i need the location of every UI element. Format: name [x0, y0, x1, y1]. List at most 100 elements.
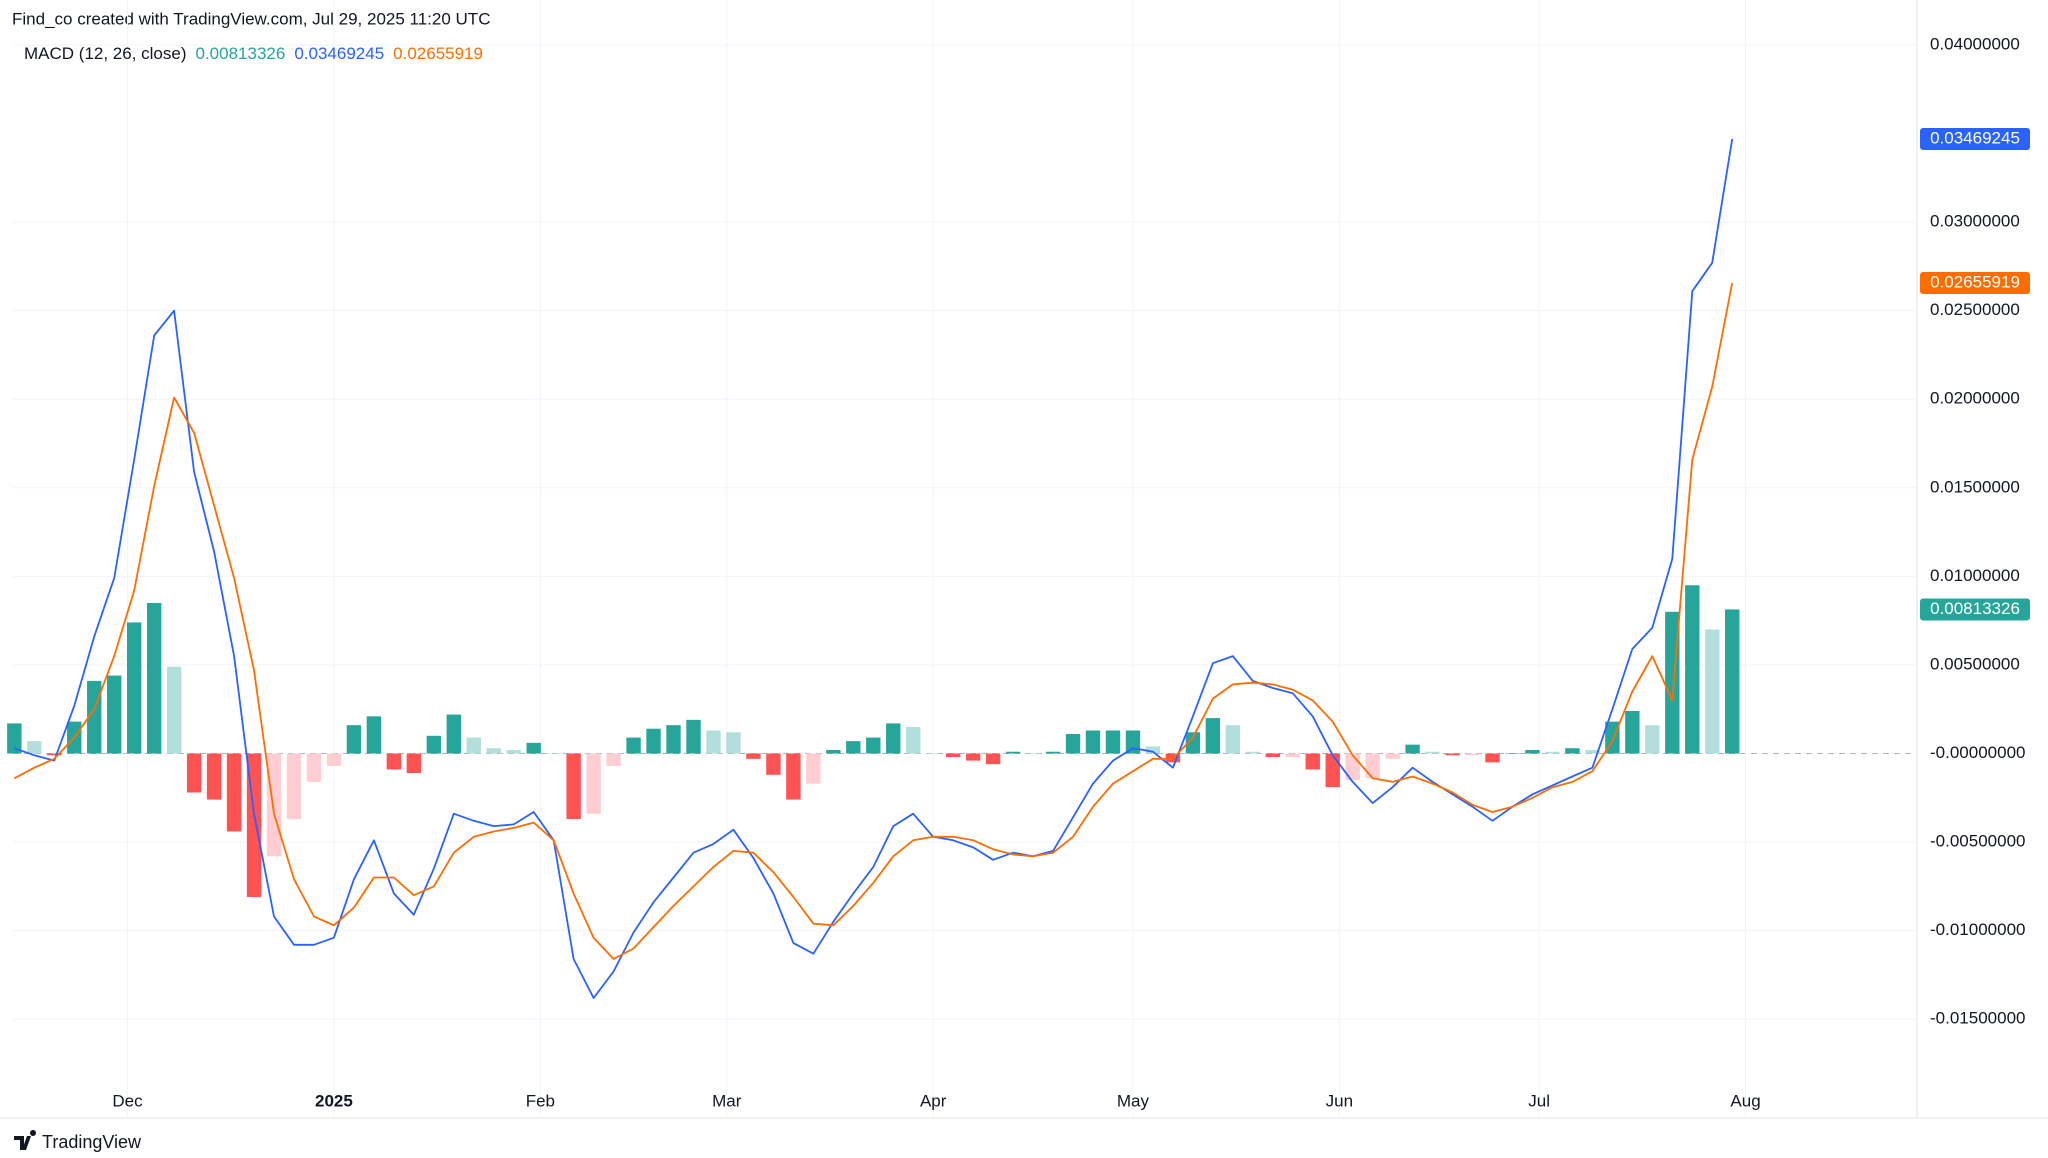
- y-tick-label: 0.02500000: [1930, 300, 2020, 319]
- axes: 0.04000000 0.03000000 0.02500000 0.02000000…: [112, 34, 2030, 1110]
- last-value-badge: [1920, 272, 2030, 295]
- histogram-bar: [646, 728, 661, 754]
- histogram-bar: [306, 753, 322, 782]
- histogram-bar: [266, 753, 282, 857]
- x-tick-label: Apr: [920, 1091, 947, 1110]
- histogram-bar: [1105, 730, 1121, 754]
- histogram-bar: [846, 741, 861, 754]
- histogram-bar: [47, 753, 62, 756]
- histogram-bar: [926, 753, 941, 755]
- histogram-bar: [1445, 753, 1460, 756]
- histogram-bar: [1685, 585, 1700, 754]
- histogram-bar: [1085, 730, 1101, 754]
- histogram-bar: [107, 675, 122, 754]
- histogram-bar: [1525, 749, 1540, 754]
- histogram-bar: [346, 725, 362, 754]
- histogram-bar: [1305, 753, 1320, 770]
- histogram-bar: [1005, 751, 1021, 754]
- histogram-bar: [446, 714, 461, 754]
- legend-value: 0.02655919: [393, 44, 483, 63]
- x-tick-label: Mar: [712, 1091, 742, 1110]
- indicator-legend: MACD (12, 26, close) 0.00813326 0.03469245…: [24, 44, 483, 63]
- histogram-bar: [746, 753, 761, 759]
- histogram-bar: [526, 742, 541, 754]
- y-tick-label: -0.01500000: [1930, 1009, 2025, 1028]
- brand-logo: TradingView: [14, 1130, 142, 1152]
- grid: [13, 0, 1916, 1118]
- logo-icon: [14, 1130, 37, 1150]
- x-tick-label: Aug: [1730, 1091, 1760, 1110]
- histogram-bar: [1425, 751, 1440, 754]
- histogram-bar: [626, 737, 641, 754]
- histogram-bar: [1325, 753, 1340, 788]
- last-value-label: 0.00813326: [1930, 599, 2020, 618]
- y-tick-label: 0.00500000: [1930, 654, 2020, 673]
- histogram-bar: [506, 749, 521, 754]
- y-tick-label: -0.00500000: [1930, 832, 2025, 851]
- x-tick-label: May: [1117, 1091, 1150, 1110]
- histogram-bar: [586, 753, 601, 814]
- histogram-bar: [1205, 718, 1221, 754]
- brand-name: TradingView: [42, 1132, 142, 1152]
- x-tick-label: 2025: [315, 1091, 353, 1110]
- histogram-bar: [1145, 746, 1161, 754]
- indicator-title: MACD (12, 26, close): [24, 44, 187, 63]
- histogram-bar: [1585, 749, 1600, 754]
- y-tick-label: 0.02000000: [1930, 389, 2020, 408]
- histogram-bar: [426, 735, 442, 754]
- histogram-bar: [866, 737, 881, 754]
- histogram-bar: [985, 753, 1001, 765]
- legend-value: 0.00813326: [196, 44, 286, 63]
- histogram-bar: [1065, 734, 1081, 754]
- histogram-bar: [666, 725, 681, 754]
- histogram-bar: [1405, 744, 1420, 754]
- legend-value: 0.03469245: [294, 44, 384, 63]
- histogram-bar: [486, 748, 501, 754]
- histogram-bar: [226, 753, 242, 832]
- y-tick-label: 0.01500000: [1930, 477, 2020, 496]
- histogram-bar: [146, 602, 162, 754]
- x-tick-label: Feb: [526, 1091, 555, 1110]
- histogram-bar: [366, 716, 382, 754]
- histogram-bar: [27, 741, 42, 754]
- histogram-bar: [965, 753, 981, 761]
- histogram-bar: [7, 723, 22, 754]
- last-value-label: 0.02655919: [1930, 273, 2020, 292]
- last-value-badge: [1920, 598, 2030, 621]
- last-value-label: 0.03469245: [1930, 128, 2020, 147]
- histogram-bar: [1225, 725, 1241, 754]
- histogram-bar: [826, 749, 841, 754]
- histogram-bar: [945, 753, 961, 758]
- histogram-bar: [1045, 751, 1061, 754]
- histogram-bar: [1245, 751, 1261, 754]
- histogram-bar: [606, 753, 621, 766]
- histogram-bar: [326, 753, 342, 766]
- histogram-bar: [686, 719, 701, 754]
- x-tick-label: Jul: [1528, 1091, 1550, 1110]
- histogram-bar: [1545, 751, 1560, 754]
- histogram-bar: [1625, 711, 1640, 754]
- y-tick-label: 0.03000000: [1930, 212, 2020, 231]
- histogram-bar: [1125, 730, 1141, 754]
- y-tick-label: 0.01000000: [1930, 566, 2020, 585]
- x-tick-label: Jun: [1326, 1091, 1353, 1110]
- y-tick-label: -0.00000000: [1930, 743, 2025, 762]
- histogram-bar: [1285, 753, 1300, 758]
- histogram-bar: [1485, 753, 1500, 763]
- last-value-badge: [1920, 127, 2030, 150]
- lines: [13, 138, 1734, 999]
- x-tick-label: Dec: [112, 1091, 143, 1110]
- histogram-bar: [1025, 753, 1041, 755]
- macd-line: [13, 282, 1734, 960]
- histogram-bar: [406, 753, 422, 773]
- histogram-bar: [1505, 753, 1520, 755]
- histogram-bar: [386, 753, 402, 770]
- histogram-bar: [726, 732, 741, 754]
- y-tick-label: -0.01000000: [1930, 920, 2025, 939]
- histogram-bar: [206, 753, 222, 800]
- histogram-bar: [466, 737, 481, 754]
- histogram-bar: [166, 666, 182, 754]
- histogram-bar: [1725, 609, 1740, 754]
